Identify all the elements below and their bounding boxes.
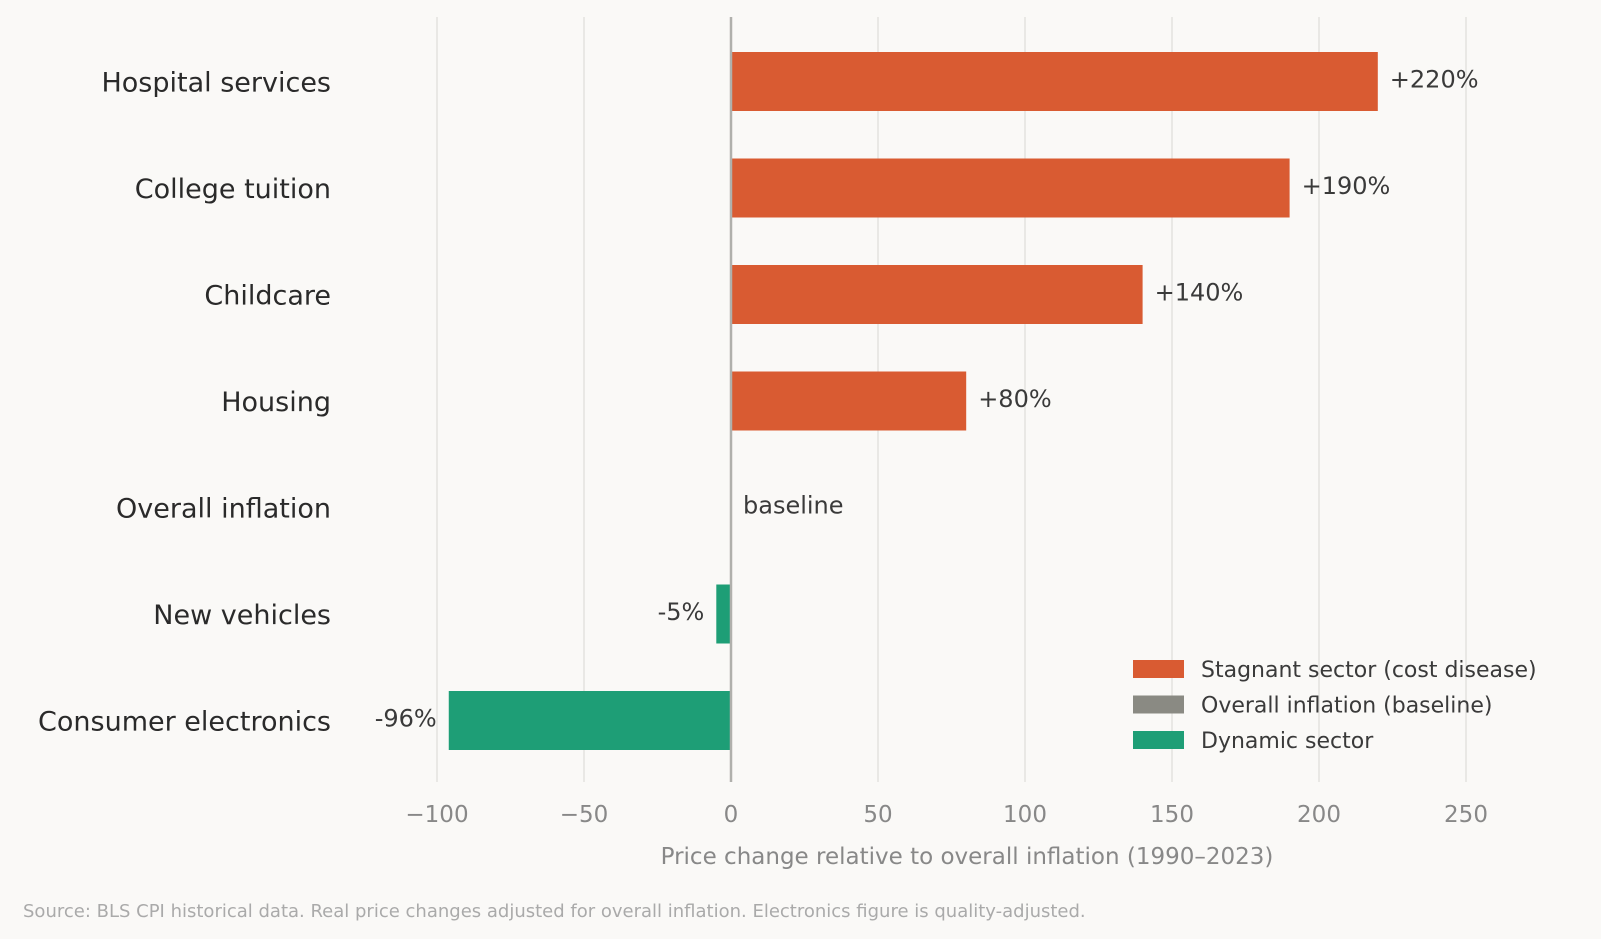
category-label: Overall inflation — [116, 494, 331, 525]
x-tick-label: 0 — [724, 802, 739, 828]
bars — [448, 52, 1378, 750]
category-label: Consumer electronics — [38, 707, 331, 738]
x-tick-label: 200 — [1297, 802, 1341, 828]
bar — [448, 691, 731, 750]
legend-label: Stagnant sector (cost disease) — [1201, 658, 1537, 683]
data-label: +80% — [978, 385, 1051, 413]
x-tick-label: 100 — [1003, 802, 1047, 828]
x-axis-title: Price change relative to overall inflati… — [661, 844, 1274, 870]
data-label: +220% — [1390, 66, 1479, 94]
category-labels: Hospital services College tuition Childcar… — [38, 68, 331, 738]
category-label: College tuition — [135, 174, 331, 205]
x-tick-labels: −100 −50 0 50 100 150 200 250 — [405, 802, 1488, 828]
value-labels: +220% +190% +140% +80% baseline -5% -96% — [375, 66, 1479, 733]
x-tick-label: 250 — [1444, 802, 1488, 828]
source-note: Source: BLS CPI historical data. Real pr… — [23, 901, 1086, 922]
data-label: -96% — [375, 705, 437, 733]
category-label: New vehicles — [153, 600, 331, 631]
x-tick-label: −50 — [560, 802, 609, 828]
legend-swatch — [1133, 695, 1184, 714]
legend-label: Dynamic sector — [1201, 729, 1374, 754]
category-label: Childcare — [204, 281, 331, 312]
bar — [716, 584, 731, 644]
data-label: +190% — [1302, 172, 1391, 200]
bar — [731, 158, 1290, 218]
data-label: baseline — [743, 492, 844, 520]
x-tick-label: 150 — [1150, 802, 1194, 828]
legend-swatch — [1133, 731, 1184, 749]
data-label: -5% — [658, 598, 705, 626]
bar — [731, 265, 1143, 324]
x-tick-label: 50 — [863, 802, 892, 828]
data-label: +140% — [1155, 279, 1244, 307]
category-label: Housing — [221, 387, 331, 418]
x-tick-label: −100 — [405, 802, 468, 828]
category-label: Hospital services — [101, 68, 331, 99]
bar — [731, 52, 1378, 111]
legend: Stagnant sector (cost disease) Overall in… — [1133, 658, 1537, 754]
bar — [731, 371, 967, 431]
legend-swatch — [1133, 660, 1184, 678]
legend-label: Overall inflation (baseline) — [1201, 694, 1492, 719]
